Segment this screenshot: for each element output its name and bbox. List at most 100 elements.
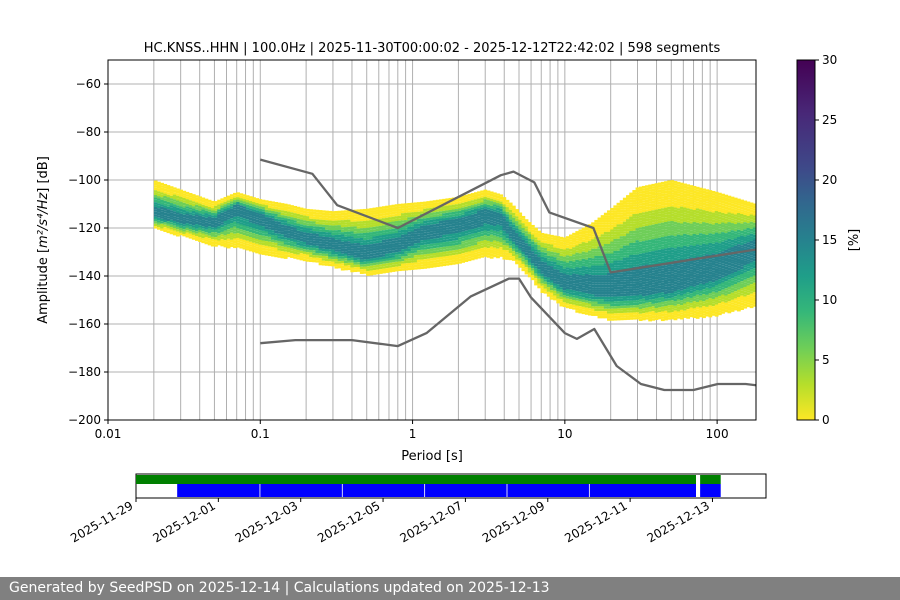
psd-cell — [420, 218, 424, 222]
psd-cell — [198, 203, 202, 206]
psd-cell — [397, 232, 402, 236]
psd-cell — [229, 218, 234, 221]
psd-cell — [635, 199, 640, 202]
psd-cell — [442, 232, 447, 235]
psd-cell — [343, 212, 348, 216]
psd-cell — [280, 219, 285, 223]
psd-cell — [286, 230, 291, 234]
psd-cell — [483, 206, 488, 209]
psd-cell — [664, 303, 668, 306]
psd-cell — [331, 211, 336, 214]
psd-cell — [321, 248, 326, 252]
psd-cell — [461, 214, 466, 218]
psd-cell — [397, 239, 402, 243]
psd-cell — [619, 286, 624, 290]
psd-cell — [305, 230, 310, 233]
psd-cell — [530, 232, 535, 235]
psd-cell — [489, 227, 494, 230]
psd-cell — [420, 206, 424, 210]
psd-cell — [527, 222, 532, 225]
psd-cell — [477, 196, 481, 199]
psd-cell — [502, 257, 507, 260]
psd-cell — [670, 256, 675, 260]
psd-cell — [619, 205, 624, 208]
psd-cell — [489, 201, 494, 204]
psd-cell — [594, 227, 599, 230]
psd-cell — [334, 210, 339, 214]
psd-cell — [524, 243, 529, 246]
psd-cell — [515, 228, 519, 231]
psd-cell — [451, 209, 456, 212]
psd-cell — [467, 241, 472, 245]
psd-cell — [626, 216, 630, 220]
psd-cell — [629, 257, 633, 260]
psd-cell — [667, 223, 672, 227]
psd-cell — [518, 238, 523, 242]
psd-cell — [277, 221, 282, 225]
psd-cell — [572, 276, 576, 279]
psd-cell — [318, 219, 323, 223]
psd-cell — [499, 252, 504, 255]
psd-cell — [378, 266, 383, 270]
psd-cell — [597, 246, 602, 249]
psd-cell — [375, 235, 380, 239]
psd-cell — [556, 264, 561, 268]
psd-cell — [207, 238, 212, 241]
psd-cell — [667, 259, 672, 263]
psd-cell — [280, 231, 285, 235]
psd-cell — [337, 222, 342, 226]
psd-cell — [366, 271, 370, 274]
psd-cell — [470, 219, 475, 222]
psd-cell — [366, 259, 370, 262]
psd-cell — [337, 258, 342, 262]
psd-cell — [366, 244, 370, 248]
psd-cell — [543, 291, 548, 294]
psd-cell — [559, 292, 564, 295]
psd-cell — [508, 204, 513, 208]
psd-cell — [651, 205, 656, 208]
psd-cell — [670, 302, 675, 305]
psd-cell — [290, 231, 294, 234]
psd-cell — [502, 197, 507, 200]
psd-cell — [556, 245, 561, 249]
psd-cell — [366, 256, 370, 260]
psd-cell — [651, 227, 656, 230]
psd-cell — [372, 272, 377, 275]
psd-cell — [562, 249, 567, 252]
psd-cell — [204, 215, 209, 218]
psd-cell — [565, 267, 570, 270]
psd-cell — [353, 267, 358, 270]
psd-cell — [464, 233, 469, 236]
psd-cell — [369, 246, 374, 249]
psd-cell — [464, 242, 469, 246]
psd-cell — [676, 299, 681, 302]
psd-cell — [486, 233, 491, 237]
psd-cell — [385, 234, 389, 237]
psd-cell — [416, 245, 421, 248]
psd-cell — [670, 276, 675, 279]
psd-cell — [613, 231, 618, 235]
psd-cell — [676, 227, 681, 230]
psd-cell — [679, 185, 684, 188]
psd-cell — [584, 274, 589, 277]
psd-cell — [537, 269, 542, 272]
psd-cell — [597, 299, 602, 302]
psd-cell — [597, 275, 602, 278]
psd-cell — [622, 236, 627, 239]
psd-cell — [385, 229, 389, 233]
psd-cell — [239, 202, 244, 206]
psd-cell — [648, 306, 653, 310]
psd-cell — [401, 239, 405, 242]
psd-cell — [651, 277, 656, 280]
psd-cell — [626, 271, 630, 275]
psd-cell — [290, 238, 294, 242]
psd-cell — [524, 269, 529, 273]
psd-cell — [673, 214, 678, 218]
psd-cell — [676, 309, 681, 312]
psd-cell — [530, 224, 535, 228]
psd-cell — [626, 207, 630, 210]
psd-cell — [359, 266, 364, 270]
psd-cell — [597, 267, 602, 271]
psd-cell — [176, 226, 180, 230]
psd-cell — [179, 199, 183, 202]
